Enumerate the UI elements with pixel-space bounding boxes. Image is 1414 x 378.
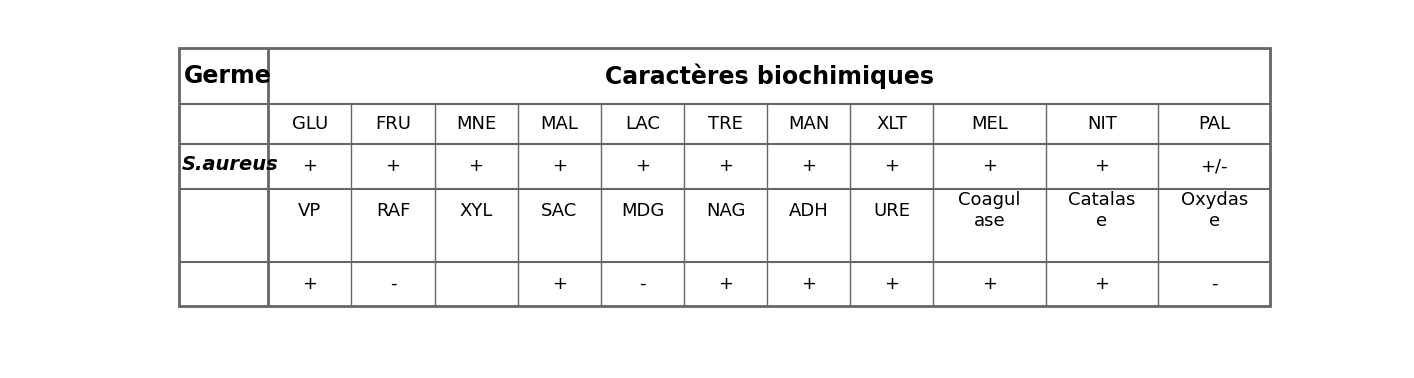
Bar [180,48,1270,307]
Text: RAF: RAF [376,201,410,220]
Text: MDG: MDG [621,201,665,220]
Text: -: - [639,275,646,293]
Text: +: + [983,157,997,175]
Text: Germe: Germe [184,64,271,88]
Text: +: + [386,157,400,175]
Text: MAN: MAN [788,115,830,133]
Text: PAL: PAL [1198,115,1230,133]
Text: LAC: LAC [625,115,660,133]
Text: MEL: MEL [971,115,1008,133]
Text: +: + [802,157,816,175]
Text: XLT: XLT [877,115,908,133]
Text: Caractères biochimiques: Caractères biochimiques [605,64,933,89]
Text: VP: VP [298,201,321,220]
Text: XYL: XYL [460,201,493,220]
Text: ADH: ADH [789,201,829,220]
Text: Oxydas
e: Oxydas e [1181,191,1247,230]
Text: +/-: +/- [1200,157,1227,175]
Text: +: + [802,275,816,293]
Text: +: + [468,157,484,175]
Text: +: + [303,275,317,293]
Text: +: + [635,157,650,175]
Text: TRE: TRE [708,115,742,133]
Text: SAC: SAC [542,201,577,220]
Text: +: + [303,157,317,175]
Text: +: + [983,275,997,293]
Text: FRU: FRU [375,115,411,133]
Text: -: - [1210,275,1217,293]
Text: +: + [718,275,732,293]
Text: +: + [551,275,567,293]
Text: +: + [884,275,899,293]
Text: MAL: MAL [540,115,578,133]
Text: GLU: GLU [291,115,328,133]
Text: -: - [390,275,396,293]
Text: NIT: NIT [1087,115,1117,133]
Text: URE: URE [874,201,911,220]
Text: MNE: MNE [455,115,496,133]
Text: +: + [1094,157,1110,175]
Text: +: + [551,157,567,175]
Text: Catalas
e: Catalas e [1068,191,1135,230]
Text: +: + [884,157,899,175]
Text: +: + [718,157,732,175]
Text: S.aureus: S.aureus [182,155,279,174]
Text: +: + [1094,275,1110,293]
Text: Coagul
ase: Coagul ase [959,191,1021,230]
Text: NAG: NAG [706,201,745,220]
